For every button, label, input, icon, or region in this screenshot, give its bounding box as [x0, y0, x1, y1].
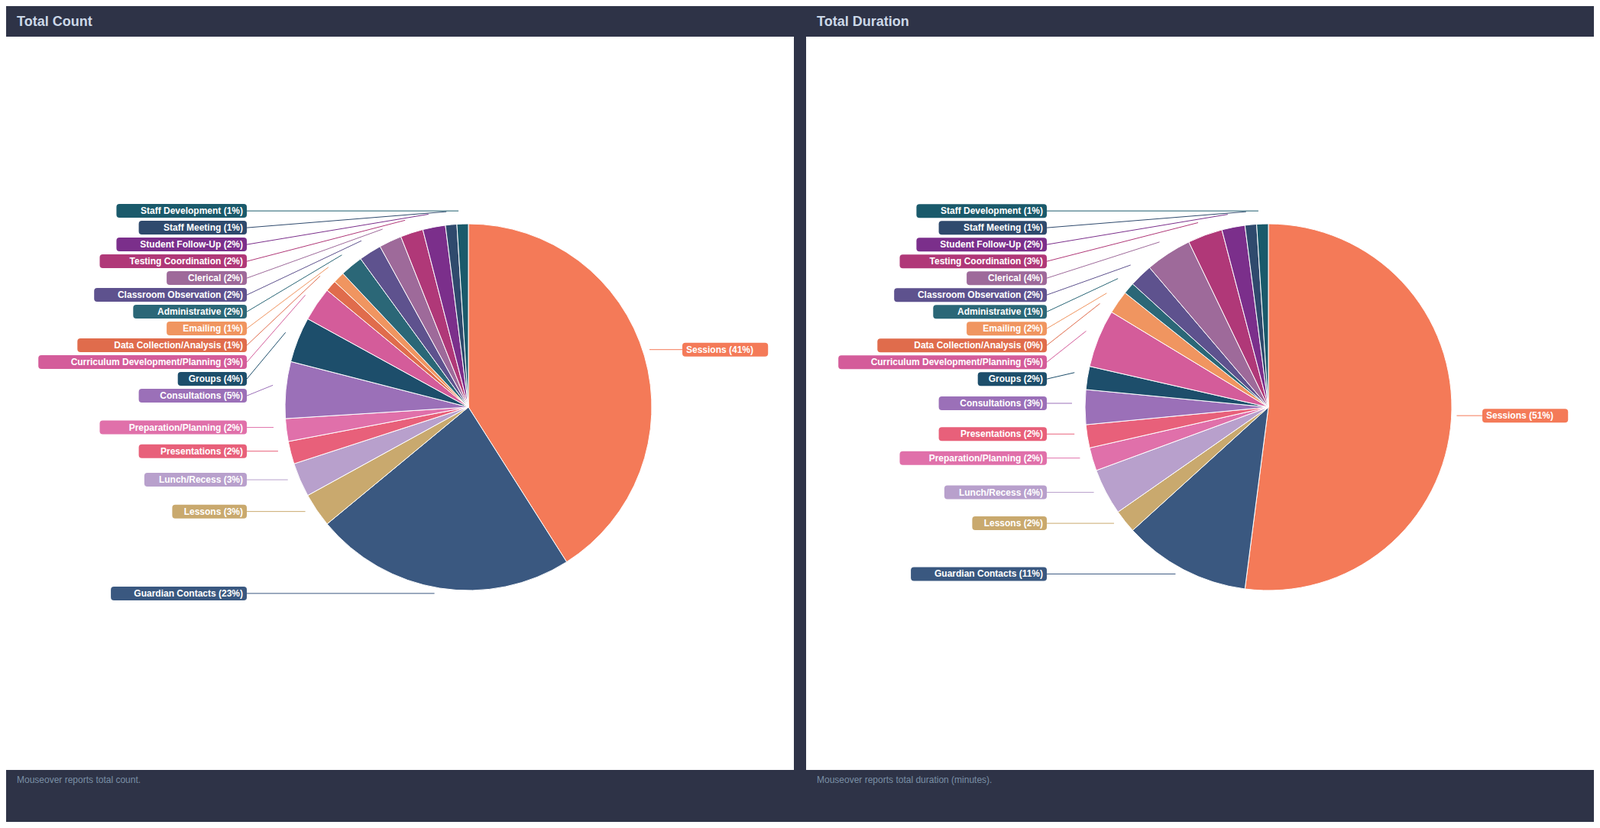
svg-text:Sessions (51%): Sessions (51%) [1486, 410, 1554, 422]
svg-text:Clerical (2%): Clerical (2%) [187, 272, 243, 284]
svg-text:Student Follow-Up (2%): Student Follow-Up (2%) [939, 239, 1043, 250]
svg-text:Testing Coordination (2%): Testing Coordination (2%) [129, 255, 243, 267]
svg-text:Consultations (3%): Consultations (3%) [959, 398, 1043, 409]
svg-text:Classroom Observation (2%): Classroom Observation (2%) [117, 289, 243, 301]
svg-text:Preparation/Planning (2%): Preparation/Planning (2%) [929, 453, 1043, 464]
svg-text:Groups (4%): Groups (4%) [188, 373, 243, 385]
svg-text:Lessons (3%): Lessons (3%) [184, 506, 243, 518]
svg-text:Classroom Observation (2%): Classroom Observation (2%) [917, 289, 1043, 301]
svg-text:Emailing (2%): Emailing (2%) [982, 323, 1043, 334]
svg-text:Guardian Contacts (23%): Guardian Contacts (23%) [133, 588, 243, 600]
svg-text:Presentations (2%): Presentations (2%) [160, 446, 243, 457]
svg-text:Clerical (4%): Clerical (4%) [987, 272, 1043, 284]
html-text:Total Count: Total Count [16, 13, 93, 30]
svg-text:Presentations (2%): Presentations (2%) [960, 428, 1043, 440]
svg-text:Staff Meeting (1%): Staff Meeting (1%) [963, 222, 1043, 234]
svg-text:Data Collection/Analysis (0%): Data Collection/Analysis (0%) [913, 340, 1043, 351]
svg-text:Administrative (2%): Administrative (2%) [157, 306, 243, 318]
svg-text:Staff Development (1%): Staff Development (1%) [940, 205, 1043, 217]
html-text:Total Duration: Total Duration [816, 13, 910, 30]
svg-text:Testing Coordination (3%): Testing Coordination (3%) [929, 255, 1043, 267]
svg-text:Consultations (5%): Consultations (5%) [159, 390, 243, 402]
svg-text:Lunch/Recess (3%): Lunch/Recess (3%) [158, 474, 243, 486]
svg-text:Curriculum Development/Plannin: Curriculum Development/Planning (5%) [871, 356, 1043, 368]
svg-text:Guardian Contacts (11%): Guardian Contacts (11%) [934, 568, 1043, 580]
svg-text:Data Collection/Analysis (1%): Data Collection/Analysis (1%) [113, 340, 243, 351]
svg-text:Student Follow-Up (2%): Student Follow-Up (2%) [139, 239, 243, 250]
svg-text:Staff Meeting (1%): Staff Meeting (1%) [163, 222, 243, 234]
svg-text:Emailing (1%): Emailing (1%) [182, 323, 243, 334]
svg-text:Administrative (1%): Administrative (1%) [957, 306, 1043, 318]
svg-text:Lunch/Recess (4%): Lunch/Recess (4%) [958, 487, 1043, 499]
svg-text:Lessons (2%): Lessons (2%) [984, 518, 1043, 529]
svg-text:Groups (2%): Groups (2%) [988, 373, 1043, 385]
html-text:Mouseover reports total durati: Mouseover reports total duration (minute… [816, 774, 993, 786]
svg-text:Curriculum Development/Plannin: Curriculum Development/Planning (3%) [71, 356, 243, 368]
svg-text:Staff Development (1%): Staff Development (1%) [140, 205, 243, 217]
svg-text:Sessions (41%): Sessions (41%) [686, 344, 754, 356]
svg-text:Preparation/Planning (2%): Preparation/Planning (2%) [129, 422, 243, 434]
html-text:Mouseover reports total count.: Mouseover reports total count. [16, 774, 141, 786]
